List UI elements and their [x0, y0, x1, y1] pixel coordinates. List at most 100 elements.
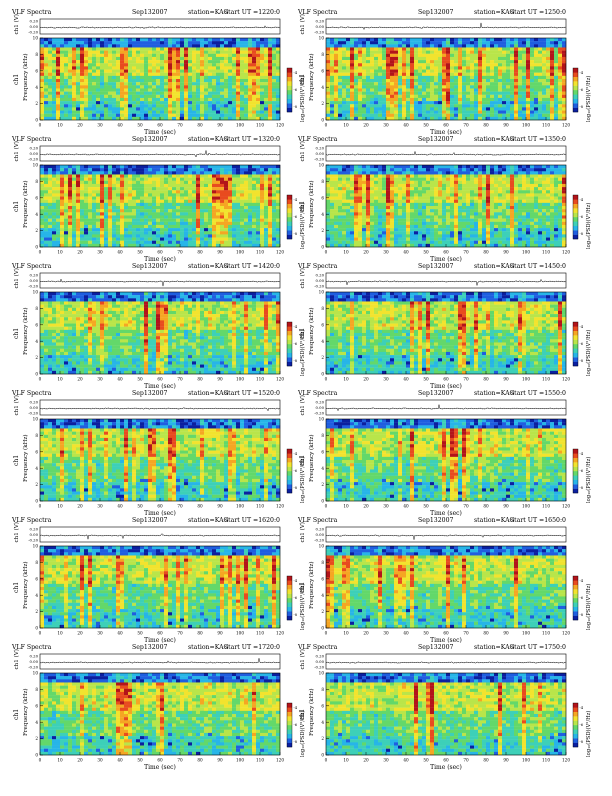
- colorbar-swatch: [287, 580, 292, 585]
- spectrogram-xtick-label: 120: [276, 758, 284, 763]
- panel-station: station=KAG: [474, 263, 515, 270]
- colorbar-swatch: [573, 344, 578, 349]
- spectrogram-xtick-label: 60: [157, 377, 163, 382]
- spectrogram-ytick-label: 2: [35, 355, 38, 360]
- colorbar-swatch: [287, 475, 292, 480]
- colorbar-label: log₁₀(PSD)(V²/Hz): [585, 584, 592, 630]
- spectrogram-xtick-label: 50: [423, 123, 429, 128]
- waveform-ytick-label: 0.00: [30, 405, 39, 410]
- spectrogram-cells: [40, 292, 280, 374]
- spectrogram-xtick-label: 100: [236, 377, 244, 382]
- spectrogram-xtick-label: 20: [77, 504, 83, 509]
- spectrogram-channel-label: ch1: [13, 582, 20, 593]
- colorbar-swatch: [573, 335, 578, 340]
- colorbar-tick-label: -8: [294, 613, 298, 617]
- spectrogram-ytick-label: 10: [319, 417, 325, 422]
- spectrogram-ylabel: Frequency (kHz): [308, 53, 315, 101]
- colorbar-swatch: [573, 86, 578, 91]
- waveform-ylabel: ch1 (V): [13, 268, 20, 288]
- panel-station: station=KAG: [188, 644, 229, 651]
- spectrogram-cells: [40, 546, 280, 628]
- colorbar-swatch: [573, 94, 578, 99]
- spectrogram-ytick-label: 2: [35, 609, 38, 614]
- panel-station: station=KAG: [188, 9, 229, 16]
- spectrogram-xtick-label: 110: [256, 377, 264, 382]
- waveform-frame: [40, 273, 280, 288]
- spectrogram-cells: [326, 292, 566, 374]
- waveform-ytick-label: 0.20: [316, 19, 325, 24]
- spectrogram-channel-label: ch1: [13, 328, 20, 339]
- colorbar-swatch: [287, 602, 292, 607]
- spectrogram-xtick-label: 100: [522, 123, 530, 128]
- spectrogram-xtick-label: 50: [423, 758, 429, 763]
- panel-date: Sep132007: [418, 517, 454, 524]
- spectrogram-ytick-label: 2: [321, 355, 324, 360]
- waveform-ytick-label: -0.20: [28, 30, 38, 35]
- colorbar-swatch: [573, 716, 578, 721]
- spectrogram-channel-label: ch1: [13, 709, 20, 720]
- colorbar-tick-label: -8: [580, 105, 584, 109]
- spectrogram-xtick-label: 50: [137, 123, 143, 128]
- colorbar-swatch: [573, 467, 578, 472]
- spectrogram-xtick-label: 60: [157, 631, 163, 636]
- colorbar-tick-label: -8: [580, 359, 584, 363]
- colorbar-swatch: [573, 580, 578, 585]
- colorbar-tick-label: -6: [580, 88, 584, 92]
- spectrogram-xtick-label: 120: [276, 504, 284, 509]
- spectrogram-xtick-label: 20: [363, 377, 369, 382]
- spectrogram-cells: [40, 38, 280, 120]
- colorbar-swatch: [573, 475, 578, 480]
- spectrogram-ytick-label: 10: [33, 36, 39, 41]
- panel-station: station=KAG: [188, 263, 229, 270]
- spectrogram-ytick-label: 6: [321, 576, 324, 581]
- spectrogram-xlabel: Time (sec): [144, 637, 176, 644]
- colorbar-swatch: [287, 462, 292, 467]
- colorbar-tick-label: -6: [580, 215, 584, 219]
- spectrogram-ytick-label: 8: [35, 560, 38, 565]
- spectrogram-xtick-label: 120: [562, 377, 570, 382]
- spectrogram-ytick-label: 8: [35, 179, 38, 184]
- spectrogram-ylabel: Frequency (kHz): [308, 561, 315, 609]
- waveform-ytick-label: -0.20: [28, 665, 38, 670]
- spectrogram-ytick-label: 6: [35, 449, 38, 454]
- spectrogram-xtick-label: 30: [97, 631, 103, 636]
- spectrogram-xtick-label: 70: [463, 758, 469, 763]
- spectrogram-ytick-label: 6: [35, 703, 38, 708]
- spectrogram-xtick-label: 70: [177, 123, 183, 128]
- waveform-ytick-label: 0.20: [30, 654, 39, 659]
- panel-start-time: start UT =1550:0: [511, 390, 566, 397]
- spectrogram-cells: [326, 673, 566, 755]
- colorbar-tick-label: -4: [580, 579, 584, 583]
- spectrogram-xtick-label: 60: [443, 377, 449, 382]
- spectrogram-xtick-label: 30: [383, 504, 389, 509]
- spectrogram-ytick-label: 6: [321, 322, 324, 327]
- colorbar-swatch: [573, 585, 578, 590]
- spectrogram-ytick-label: 8: [321, 560, 324, 565]
- spectrogram-xtick-label: 40: [117, 758, 123, 763]
- spectrogram-xtick-label: 110: [542, 250, 550, 255]
- spectrogram-xtick-label: 60: [443, 631, 449, 636]
- spectrogram-xtick-label: 100: [522, 758, 530, 763]
- spectrogram-xtick-label: 20: [363, 758, 369, 763]
- colorbar-swatch: [573, 235, 578, 240]
- panel-date: Sep132007: [132, 644, 168, 651]
- colorbar-swatch: [287, 725, 292, 730]
- spectrogram-ytick-label: 2: [35, 482, 38, 487]
- colorbar-swatch: [573, 362, 578, 367]
- colorbar-swatch: [287, 344, 292, 349]
- waveform-ytick-label: 0.20: [30, 400, 39, 405]
- spectrogram-ytick-label: 4: [321, 85, 324, 90]
- spectrogram-xtick-label: 10: [343, 250, 349, 255]
- spectrogram-xtick-label: 60: [443, 250, 449, 255]
- colorbar-swatch: [287, 480, 292, 485]
- colorbar-swatch: [287, 77, 292, 82]
- spectrogram-xtick-label: 80: [483, 377, 489, 382]
- colorbar-swatch: [573, 712, 578, 717]
- waveform-ytick-label: 0.20: [316, 400, 325, 405]
- spectrogram-xtick-label: 20: [363, 631, 369, 636]
- spectrogram-ytick-label: 2: [321, 482, 324, 487]
- colorbar-swatch: [287, 729, 292, 734]
- spectrogram-xtick-label: 80: [483, 123, 489, 128]
